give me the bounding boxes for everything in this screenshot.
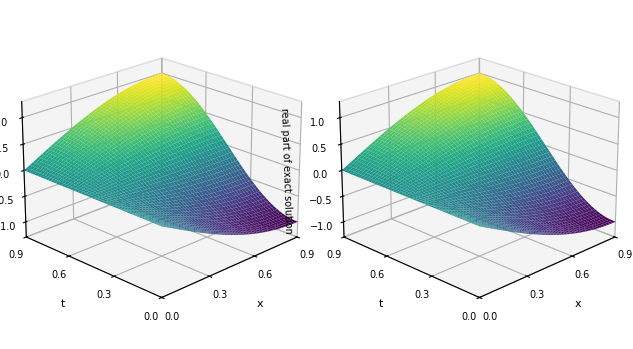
- X-axis label: x: x: [257, 299, 263, 309]
- X-axis label: x: x: [575, 299, 581, 309]
- Y-axis label: t: t: [61, 299, 65, 309]
- Y-axis label: t: t: [379, 299, 383, 309]
